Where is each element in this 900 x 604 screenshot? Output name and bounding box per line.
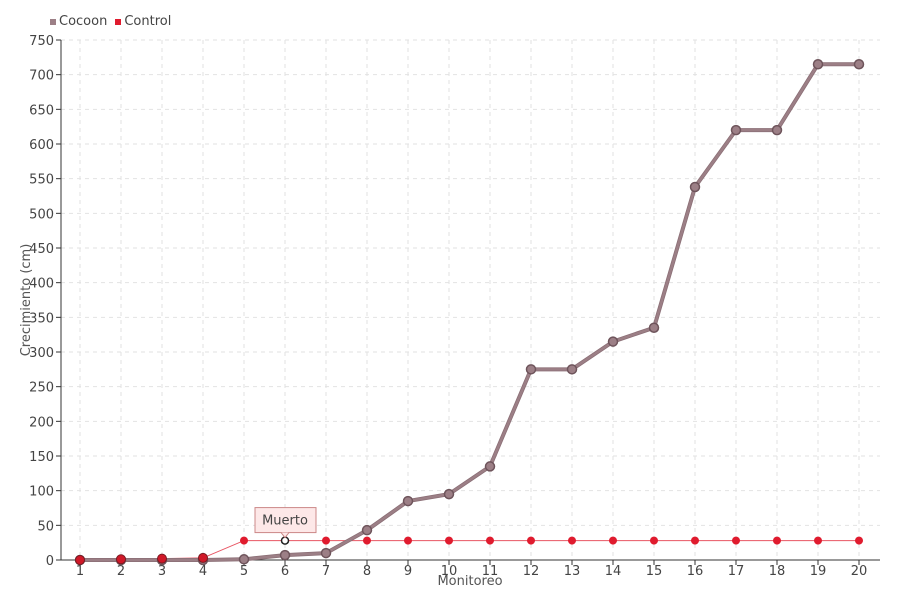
y-tick-label: 450	[29, 242, 54, 257]
series-point-control	[691, 536, 699, 545]
y-tick-label: 300	[29, 346, 54, 361]
x-tick-label: 16	[687, 564, 704, 579]
grid-lines	[61, 39, 880, 560]
y-tick-label: 400	[29, 277, 54, 292]
y-tick-label: 350	[29, 311, 54, 326]
series-point-cocoon	[320, 547, 332, 559]
series-point-cocoon	[730, 124, 742, 136]
x-tick-label: 1	[76, 564, 84, 579]
y-tick-label: 200	[29, 415, 54, 430]
annotation-layer: Muerto	[254, 507, 317, 545]
series-point-control	[855, 536, 863, 545]
x-tick-label: 8	[363, 564, 371, 579]
y-tick-label: 750	[29, 34, 54, 49]
x-tick-label: 9	[404, 564, 412, 579]
series-point-control	[75, 555, 85, 565]
x-tick-label: 3	[158, 564, 166, 579]
y-axis-ticks: 0 50 100 150 200 250 300 350 400 450 500 550 600 650 7…	[29, 34, 61, 569]
series-point-cocoon	[361, 524, 373, 536]
annotation-label: Muerto	[262, 514, 308, 529]
y-tick-label: 550	[29, 173, 54, 188]
x-tick-label: 20	[851, 564, 868, 579]
x-axis-ticks: 1 2 3 4 5 6 7 8 9 10 11 12 13 14 15 16 17 18 19 20	[76, 560, 867, 579]
y-axis-label: Crecimiento (cm)	[19, 244, 34, 357]
series-line-cocoon-shadow	[80, 62, 859, 562]
x-tick-label: 10	[441, 564, 458, 579]
x-tick-label: 5	[240, 564, 248, 579]
series-point-control	[240, 536, 248, 545]
series-point-cocoon	[771, 124, 783, 136]
x-tick-label: 17	[728, 564, 745, 579]
y-tick-label: 650	[29, 103, 54, 118]
y-tick-label: 100	[29, 485, 54, 500]
series-point-control	[650, 536, 658, 545]
y-tick-label: 150	[29, 450, 54, 465]
legend-label-cocoon: Cocoon	[59, 14, 108, 29]
x-tick-label: 12	[523, 564, 540, 579]
annotation-box	[254, 507, 317, 534]
series-point-cocoon	[853, 59, 865, 70]
series-point-cocoon	[648, 322, 660, 333]
series-point-cocoon	[607, 336, 619, 347]
y-tick-label: 700	[29, 69, 54, 84]
series-point-control	[527, 536, 535, 545]
y-tick-label: 500	[29, 207, 54, 222]
series-point-control	[198, 552, 208, 563]
series-point-control	[568, 536, 576, 545]
series-point-cocoon	[689, 181, 701, 193]
y-tick-label: 250	[29, 381, 54, 396]
series-point-cocoon	[238, 554, 250, 565]
series-point-control	[116, 554, 126, 565]
x-tick-label: 6	[281, 564, 289, 579]
series-point-cocoon	[402, 495, 414, 507]
legend-item-cocoon[interactable]: Cocoon	[50, 14, 107, 29]
x-tick-label: 13	[564, 564, 581, 579]
legend-swatch-control	[115, 18, 122, 25]
annotation-pointer	[280, 532, 290, 539]
series-point-cocoon	[443, 488, 455, 500]
legend-item-control[interactable]: Control	[115, 14, 171, 29]
y-tick-label: 600	[29, 138, 54, 153]
x-tick-label: 15	[646, 564, 663, 579]
legend: Cocoon Control	[50, 14, 171, 29]
series-point-cocoon	[484, 461, 496, 472]
series-point-control	[363, 536, 371, 545]
x-tick-label: 14	[605, 564, 622, 579]
series-point-control	[157, 553, 167, 564]
x-tick-label: 18	[769, 564, 786, 579]
x-tick-label: 4	[199, 564, 207, 579]
series-point-control	[773, 536, 781, 545]
series-point-cocoon	[525, 364, 537, 375]
legend-swatch-cocoon	[50, 18, 56, 25]
x-tick-label: 7	[322, 564, 330, 579]
y-tick-label: 50	[37, 519, 54, 534]
series-line-cocoon	[80, 63, 859, 562]
series-point-control	[609, 536, 617, 545]
x-tick-label: 19	[810, 564, 827, 579]
x-tick-label: 11	[482, 564, 499, 579]
x-axis-label: Monitoreo	[437, 574, 502, 589]
series-point-control	[322, 536, 330, 545]
series-layer	[74, 59, 865, 566]
series-point-control	[814, 536, 822, 545]
series-point-control	[404, 536, 412, 545]
legend-label-control: Control	[124, 14, 172, 29]
series-point-control	[445, 536, 453, 545]
x-tick-label: 2	[117, 564, 125, 579]
series-point-cocoon	[566, 364, 578, 375]
series-point-cocoon	[279, 549, 291, 561]
series-point-control	[486, 536, 494, 545]
y-tick-label: 0	[46, 554, 54, 569]
series-line-control	[79, 540, 859, 561]
series-point-cocoon	[812, 59, 824, 70]
series-point-control	[732, 536, 740, 545]
